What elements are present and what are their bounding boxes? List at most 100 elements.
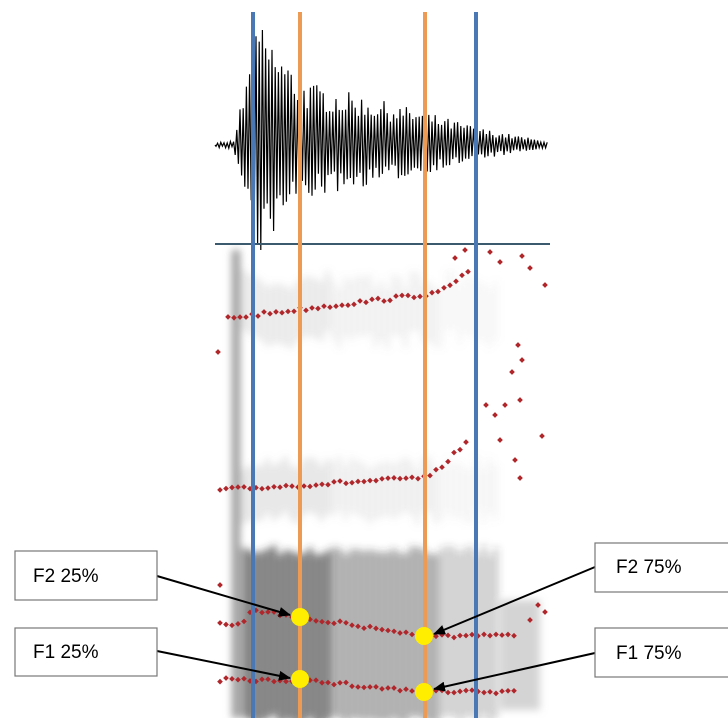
formant-dot — [519, 253, 525, 259]
shade — [386, 552, 390, 718]
measure-point — [291, 670, 309, 688]
shade — [446, 270, 449, 330]
formant-dot — [487, 249, 493, 255]
formant-dot — [502, 402, 508, 408]
shade — [362, 551, 366, 718]
shade — [356, 276, 359, 336]
shade — [416, 272, 419, 332]
formant-dot — [452, 255, 458, 261]
shade — [458, 462, 461, 517]
shade — [344, 465, 347, 520]
formant-dot — [497, 437, 503, 443]
label: F1 75% — [616, 643, 682, 664]
shade — [242, 548, 246, 718]
shade — [374, 287, 377, 347]
label: F2 25% — [33, 566, 99, 587]
formant-dot — [492, 412, 498, 418]
formant-dot — [217, 620, 223, 626]
shade — [482, 283, 485, 343]
spectrogram-shading — [232, 250, 540, 718]
shade — [410, 272, 413, 332]
shade — [386, 461, 389, 516]
shade — [386, 289, 389, 349]
shade — [326, 551, 330, 718]
formant-dot — [225, 314, 231, 320]
shade — [398, 277, 401, 337]
shade — [410, 461, 413, 516]
shade — [500, 600, 540, 710]
shade — [320, 281, 323, 341]
shade — [380, 463, 383, 518]
shade — [374, 551, 378, 718]
formant-dot — [463, 439, 469, 445]
shade — [428, 282, 431, 342]
shade — [404, 457, 407, 512]
shade — [494, 465, 497, 520]
shade — [440, 288, 443, 348]
shade — [344, 277, 347, 337]
shade — [332, 280, 335, 340]
formant-dot — [457, 447, 463, 453]
shade — [260, 465, 263, 520]
shade — [368, 275, 371, 335]
shade — [284, 550, 288, 718]
shade — [356, 460, 359, 515]
formant-dot — [459, 272, 465, 278]
formant-dot — [217, 582, 223, 588]
waveform-trace — [215, 30, 547, 250]
formant-dot — [217, 679, 223, 685]
shade — [338, 288, 341, 348]
shade — [392, 275, 395, 335]
shade — [488, 288, 491, 348]
formant-dot — [542, 282, 548, 288]
formant-dot — [217, 487, 223, 493]
shade — [326, 271, 329, 331]
shade — [482, 469, 485, 524]
waveform — [215, 30, 547, 250]
shade — [260, 551, 264, 718]
shade — [374, 465, 377, 520]
shade — [248, 274, 251, 334]
shade — [272, 465, 275, 520]
formant-dot — [465, 269, 471, 275]
formant-dot — [483, 402, 489, 408]
formant-dot — [451, 450, 457, 456]
shade — [266, 286, 269, 346]
formant-dot — [462, 247, 468, 253]
formant-dot — [517, 475, 523, 481]
shade — [278, 554, 282, 718]
shade — [398, 461, 401, 516]
shade — [470, 468, 473, 523]
shade — [368, 469, 371, 524]
shade — [290, 465, 293, 520]
formant-dot — [512, 457, 518, 463]
formant-dot — [539, 433, 545, 439]
shade — [320, 466, 323, 521]
formant-dot — [497, 259, 503, 265]
shade — [434, 468, 437, 523]
formant-dot — [527, 265, 533, 271]
shade — [308, 548, 312, 718]
formant-dot — [517, 397, 523, 403]
formant-dot — [223, 675, 229, 681]
arrow — [157, 576, 290, 615]
shade — [350, 549, 354, 718]
shade — [404, 553, 408, 718]
shade — [320, 554, 324, 718]
shade — [452, 464, 455, 519]
shade — [290, 551, 294, 718]
formant-figure: F2 25% F1 25% F2 75% F1 75% — [0, 0, 728, 718]
shade — [232, 250, 240, 718]
shade — [266, 549, 270, 718]
shade — [332, 547, 336, 717]
shade — [272, 546, 276, 716]
shade — [272, 284, 275, 344]
shade — [380, 552, 384, 718]
formant-dot — [215, 349, 221, 355]
shade — [344, 554, 348, 718]
shade — [338, 549, 342, 718]
spectrogram — [232, 250, 540, 718]
shade — [380, 280, 383, 340]
shade — [248, 466, 251, 521]
shade — [392, 464, 395, 519]
